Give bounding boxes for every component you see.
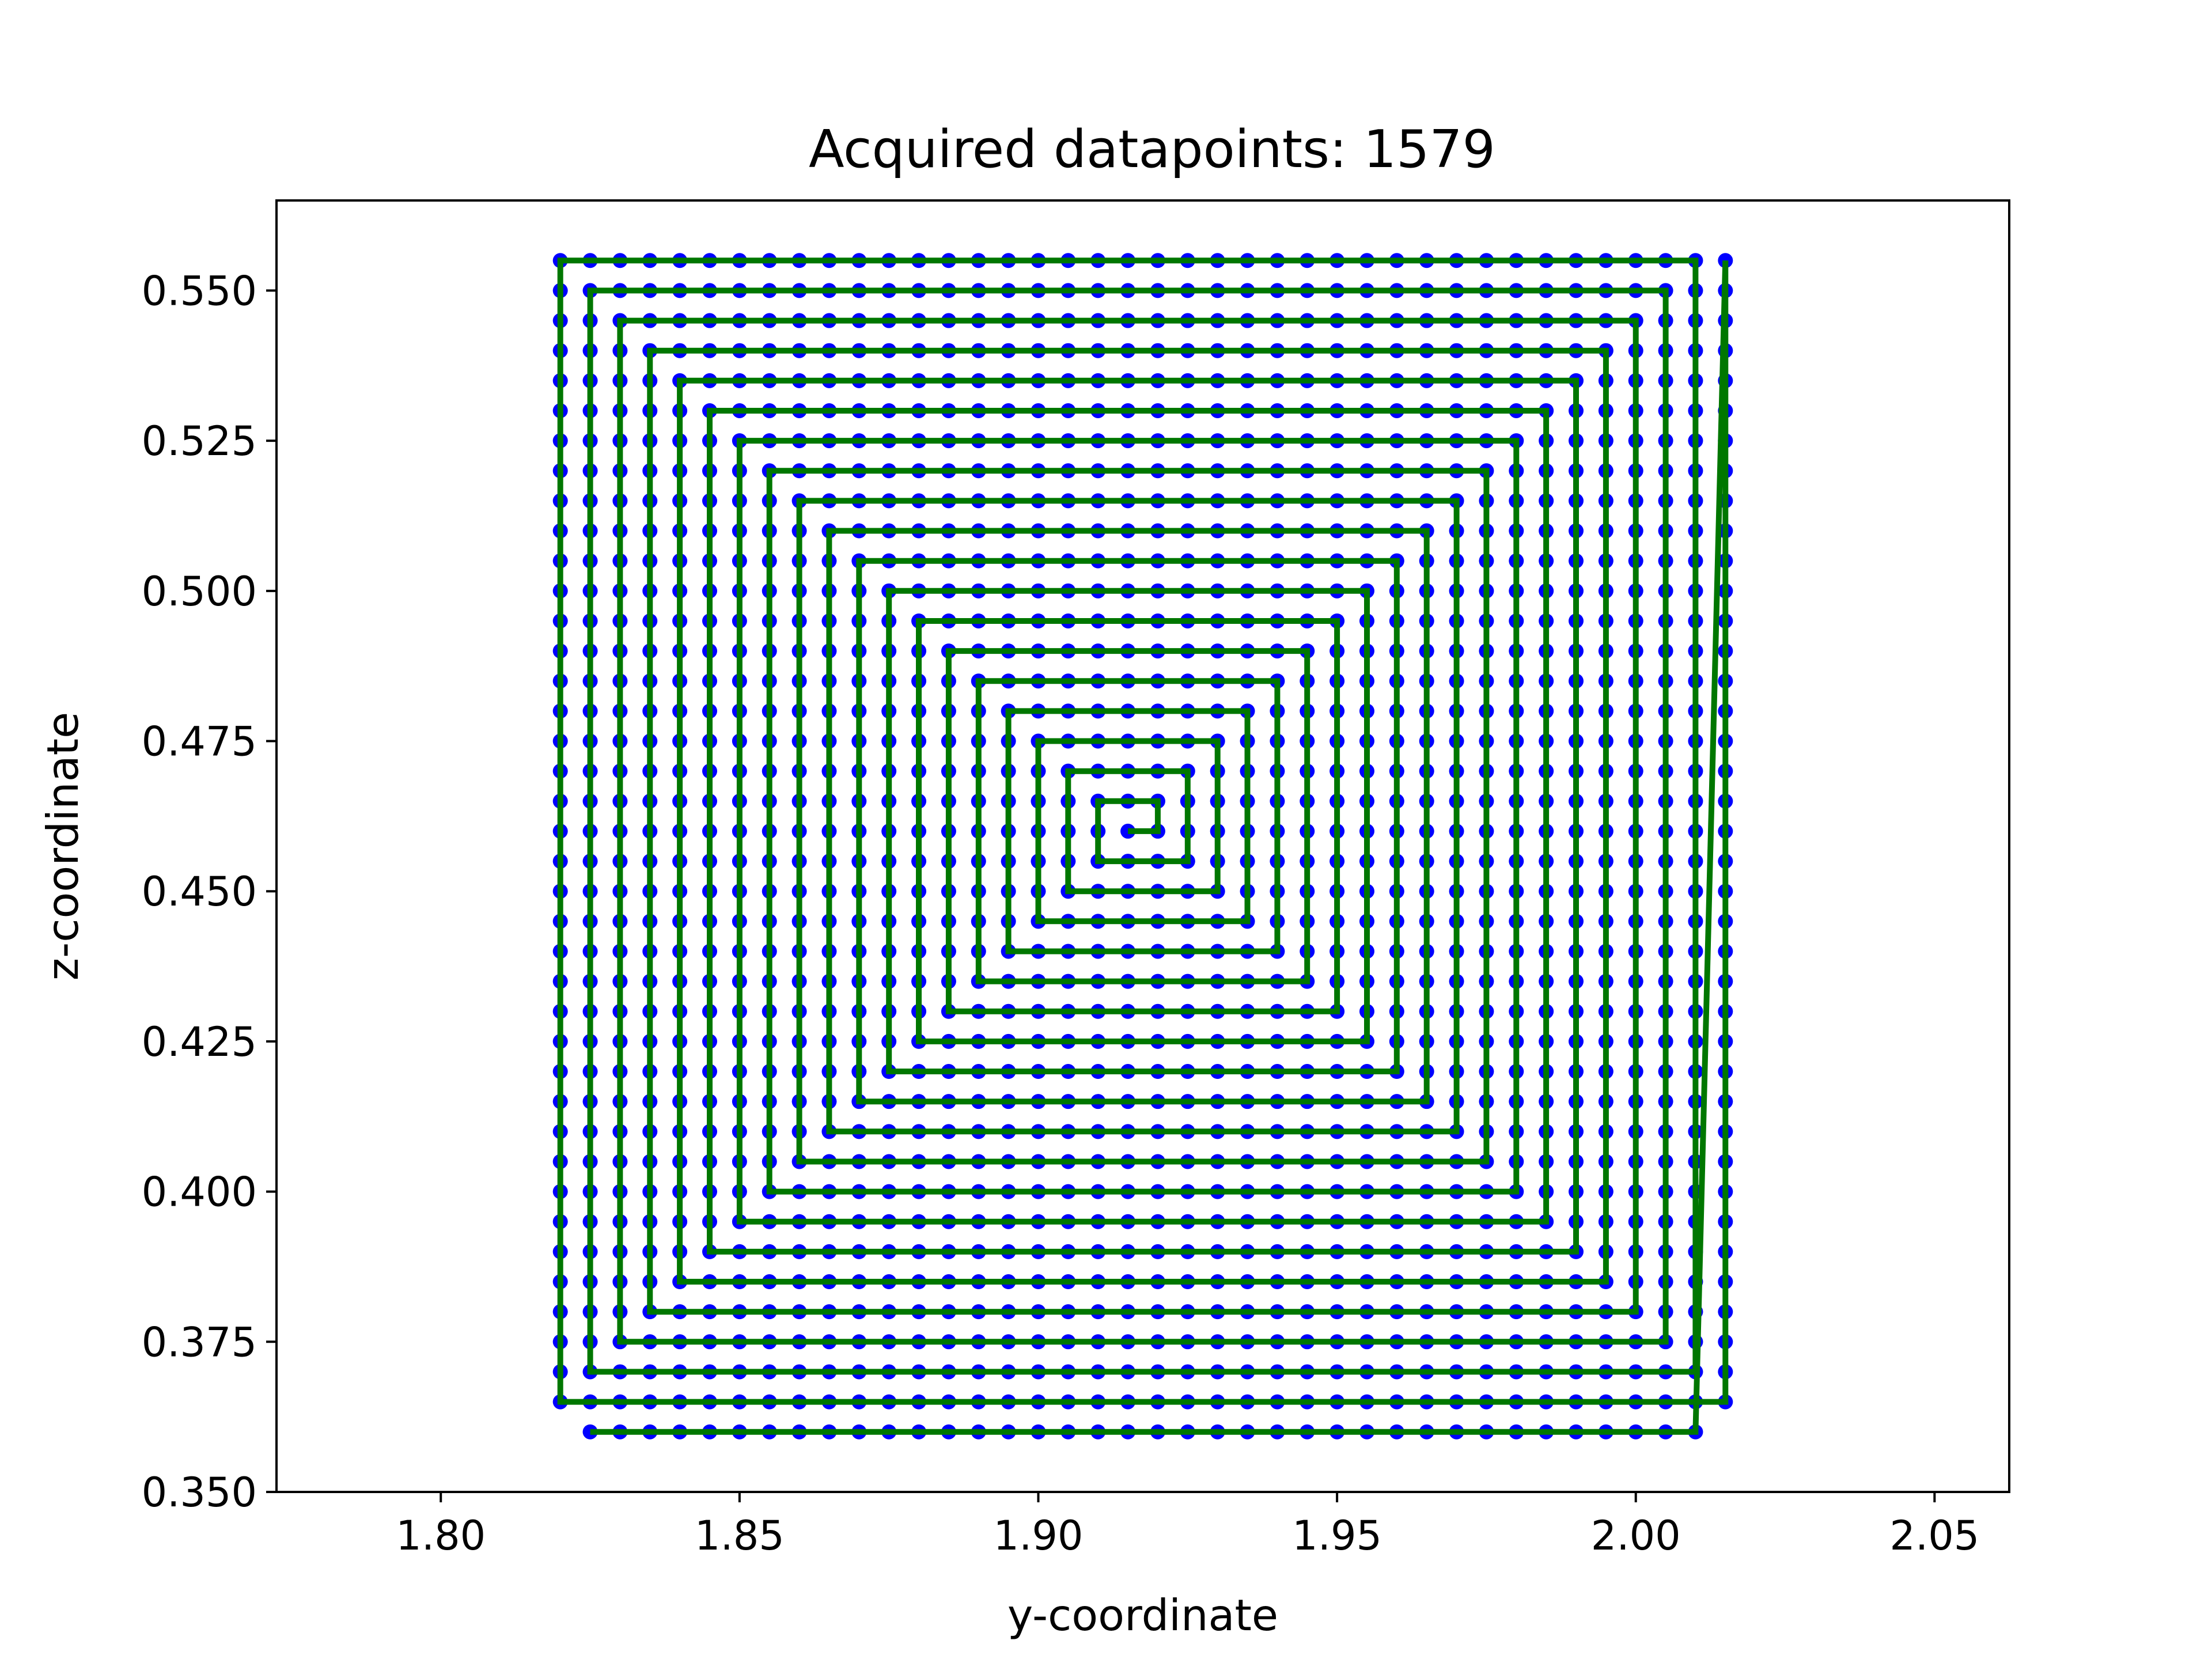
y-tick-label: 0.350: [142, 1469, 257, 1516]
y-tick-label: 0.400: [142, 1169, 257, 1216]
y-tick-label: 0.525: [142, 418, 257, 465]
x-tick-label: 1.85: [695, 1512, 785, 1559]
x-axis: 1.80 1.85 1.90 1.95 2.00 2.05: [396, 1492, 1979, 1559]
plot-frame: [275, 199, 2010, 1493]
y-axis-label: z-coordinate: [37, 712, 88, 980]
y-tick-label: 0.450: [142, 868, 257, 915]
chart-title: Acquired datapoints: 1579: [809, 119, 1495, 180]
plot-layer: [552, 253, 1733, 1440]
x-tick-label: 2.05: [1889, 1512, 1979, 1559]
y-tick-label: 0.475: [142, 718, 257, 766]
y-tick-label: 0.500: [142, 568, 257, 615]
x-tick-label: 2.00: [1591, 1512, 1681, 1559]
y-axis: 0.350 0.375 0.400 0.425 0.450 0.475 0.500 0.525…: [142, 267, 276, 1516]
y-tick-label: 0.425: [142, 1018, 257, 1066]
x-axis-label: y-coordinate: [1007, 1590, 1278, 1641]
data-point: [1120, 823, 1136, 839]
data-point: [582, 1424, 598, 1440]
x-tick-label: 1.90: [994, 1512, 1084, 1559]
x-tick-label: 1.95: [1292, 1512, 1382, 1559]
y-tick-label: 0.550: [142, 267, 257, 315]
scan-trajectory-line: [557, 257, 1729, 1435]
y-tick-label: 0.375: [142, 1319, 257, 1366]
x-tick-label: 1.80: [396, 1512, 486, 1559]
